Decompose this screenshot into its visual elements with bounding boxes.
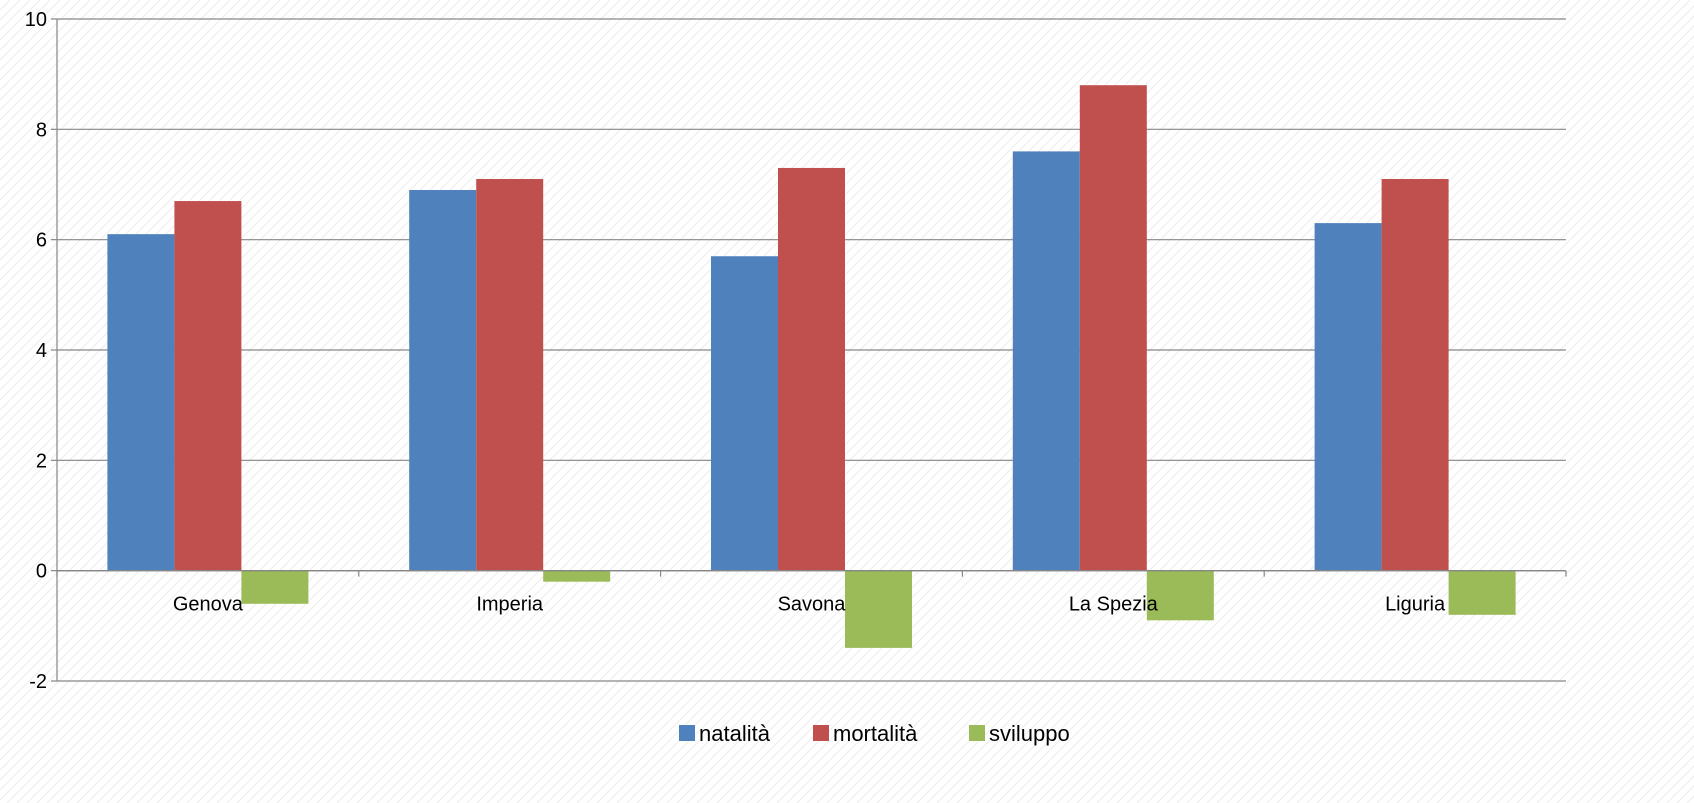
bar-natalità-imperia (409, 190, 477, 571)
y-tick-label: 6 (36, 230, 47, 252)
x-category-label: Liguria (1385, 594, 1446, 616)
legend: natalità mortalità sviluppo (679, 721, 1070, 746)
bar-natalità-genova (107, 234, 175, 571)
bar-sviluppo-savona (845, 570, 912, 648)
axes (51, 18, 1567, 682)
bar-mortalità-savona (778, 167, 845, 571)
y-tick-label: -2 (29, 671, 47, 693)
x-category-label: La Spezia (1069, 594, 1159, 616)
legend-swatch-mortalità (813, 725, 829, 741)
bar-sviluppo-imperia (543, 570, 611, 582)
bar-sviluppo-liguria (1448, 570, 1516, 615)
bar-mortalità-imperia (476, 178, 544, 571)
x-category-label: Genova (173, 594, 244, 616)
legend-swatch-natalità (679, 725, 695, 741)
bar-natalità-savona (711, 256, 778, 571)
bar-natalità-liguria (1314, 223, 1382, 571)
bar-mortalità-la-spezia (1079, 85, 1147, 571)
bar-mortalità-genova (174, 201, 242, 571)
y-tick-label: 4 (36, 340, 47, 362)
y-tick-label: 0 (36, 561, 47, 583)
y-tick-label: 8 (36, 119, 47, 141)
legend-swatch-sviluppo (969, 725, 985, 741)
y-tick-label: 2 (36, 450, 47, 472)
legend-label: sviluppo (989, 721, 1070, 746)
bar-mortalità-liguria (1381, 178, 1449, 571)
y-tick-label: 10 (25, 9, 47, 31)
bar-sviluppo-la-spezia (1146, 570, 1214, 621)
x-category-label: Imperia (476, 594, 544, 616)
legend-label: natalità (699, 721, 771, 746)
bar-sviluppo-genova (241, 570, 309, 604)
legend-label: mortalità (833, 721, 918, 746)
bar-natalità-la-spezia (1012, 151, 1080, 571)
x-category-label: Savona (778, 594, 847, 616)
bars (107, 85, 1516, 648)
tick-labels: -2 0 2 4 6 8 10 Genova Imperia Savona La Spezia Lig… (25, 9, 1446, 693)
